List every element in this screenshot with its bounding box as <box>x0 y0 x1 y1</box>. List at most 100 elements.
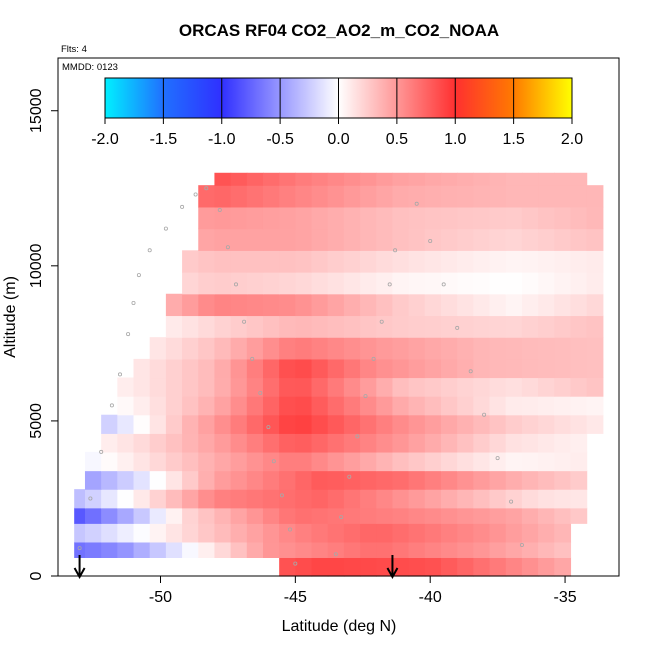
heatmap-cell <box>538 470 555 490</box>
heatmap-cell <box>570 315 588 338</box>
heatmap-cell <box>505 358 523 379</box>
heatmap-cell <box>343 507 361 524</box>
heatmap-cell <box>473 541 491 558</box>
heatmap-cell <box>343 228 361 251</box>
heatmap-cell <box>440 206 458 230</box>
heatmap-cell <box>440 377 458 397</box>
sample-point <box>495 456 500 461</box>
sample-point <box>333 552 338 557</box>
heatmap-cell <box>570 293 588 317</box>
heatmap-cell <box>295 470 313 490</box>
heatmap-cell <box>538 250 555 273</box>
heatmap-cell <box>214 206 232 230</box>
heatmap-cell <box>262 272 280 295</box>
heatmap-cell <box>262 315 280 338</box>
heatmap-cell <box>327 315 345 338</box>
heatmap-cell <box>440 507 458 524</box>
heatmap-cell <box>505 272 523 295</box>
heatmap-cell <box>408 541 426 558</box>
heatmap-cell <box>214 396 232 416</box>
heatmap-cell <box>440 272 458 295</box>
heatmap-cell <box>295 541 313 558</box>
heatmap-cell <box>489 337 507 360</box>
heatmap-cell <box>554 557 572 577</box>
heatmap-cell <box>311 206 329 230</box>
heatmap-cell <box>343 433 361 453</box>
heatmap-cell <box>473 228 491 251</box>
heatmap-cell <box>586 185 604 208</box>
heatmap-cell <box>327 451 345 472</box>
heatmap-cell <box>521 541 539 558</box>
heatmap-cell <box>408 557 426 577</box>
colorbar-tick-label: 2.0 <box>561 131 583 148</box>
heatmap-cell <box>165 396 183 416</box>
sample-point <box>126 332 131 337</box>
sample-point <box>482 412 487 417</box>
heatmap-cell <box>343 358 361 379</box>
sample-point <box>217 207 222 212</box>
heatmap-cell <box>343 172 361 186</box>
heatmap-cell <box>489 315 507 338</box>
heatmap-cell <box>489 414 507 434</box>
heatmap-cell <box>570 451 588 472</box>
x-tick-label: -40 <box>419 589 442 606</box>
heatmap-cell <box>246 358 264 379</box>
heatmap-cell <box>327 507 345 524</box>
heatmap-cell <box>538 557 555 577</box>
heatmap-cell <box>214 489 232 509</box>
heatmap-cell <box>165 377 183 397</box>
heatmap-cell <box>149 358 167 379</box>
heatmap-cell <box>149 337 167 360</box>
heatmap-cell <box>343 414 361 434</box>
heatmap-cell <box>392 358 410 379</box>
heatmap-cell <box>408 470 426 490</box>
heatmap-cell <box>279 293 296 317</box>
heatmap-cell <box>214 250 232 273</box>
heatmap-cell <box>230 272 248 295</box>
heatmap-cell <box>392 507 410 524</box>
heatmap-cell <box>246 396 264 416</box>
heatmap-cell <box>554 377 572 397</box>
heatmap-cell <box>198 250 216 273</box>
heatmap-cell <box>489 228 507 251</box>
heatmap-cell <box>586 315 604 338</box>
heatmap-cell <box>295 315 313 338</box>
y-tick-label: 0 <box>28 571 45 580</box>
sample-point <box>242 319 247 324</box>
heatmap-cell <box>101 523 118 543</box>
heatmap-cell <box>84 523 102 543</box>
heatmap-cell <box>570 337 588 360</box>
heatmap-cell <box>262 358 280 379</box>
heatmap-cell <box>586 337 604 360</box>
heatmap-cell <box>376 206 394 230</box>
heatmap-cell <box>182 414 199 434</box>
heatmap-cell <box>327 470 345 490</box>
heatmap-cell <box>279 396 296 416</box>
heatmap-cell <box>165 489 183 509</box>
heatmap-cell <box>311 541 329 558</box>
heatmap-cell <box>117 414 135 434</box>
heatmap-cell <box>408 451 426 472</box>
heatmap-cell <box>133 541 151 558</box>
heatmap-cell <box>246 507 264 524</box>
heatmap-cell <box>457 523 474 543</box>
heatmap-cell <box>521 470 539 490</box>
heatmap-cell <box>246 433 264 453</box>
heatmap-cell <box>424 414 442 434</box>
heatmap-cell <box>182 272 199 295</box>
heatmap-cell <box>457 272 474 295</box>
heatmap-cell <box>117 377 135 397</box>
heatmap-cell <box>198 470 216 490</box>
heatmap-cell <box>327 293 345 317</box>
heatmap-cell <box>360 470 377 490</box>
heatmap-cell <box>84 507 102 524</box>
heatmap-cell <box>505 451 523 472</box>
heatmap-cell <box>230 172 248 186</box>
heatmap-cell <box>262 470 280 490</box>
heatmap-cell <box>311 470 329 490</box>
heatmap-cell <box>424 523 442 543</box>
heatmap-cell <box>295 433 313 453</box>
heatmap-cell <box>198 489 216 509</box>
heatmap-cell <box>262 185 280 208</box>
heatmap-cell <box>311 228 329 251</box>
